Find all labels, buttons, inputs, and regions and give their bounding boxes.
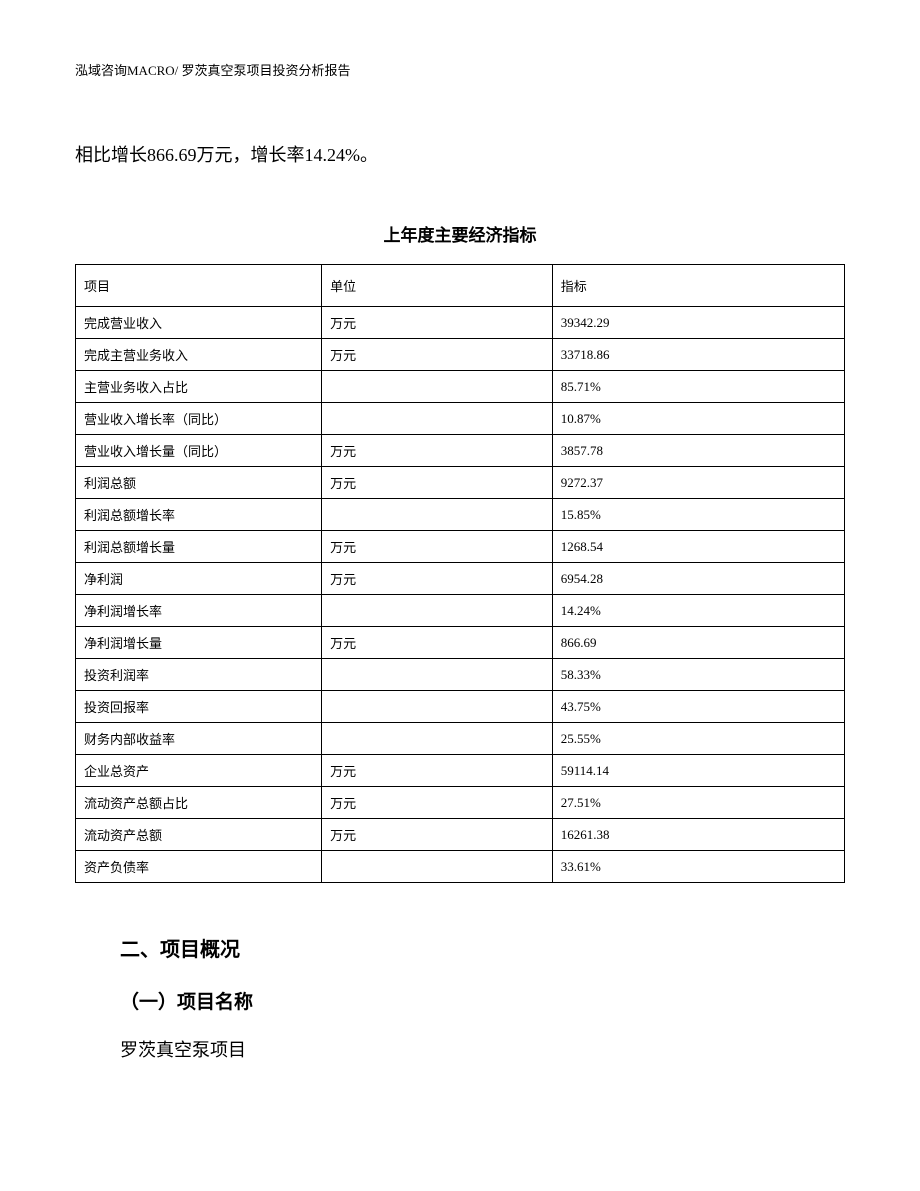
cell-metric: 58.33% bbox=[552, 659, 844, 691]
cell-metric: 866.69 bbox=[552, 627, 844, 659]
table-row: 完成主营业务收入万元33718.86 bbox=[76, 339, 845, 371]
page-header: 泓域咨询MACRO/ 罗茨真空泵项目投资分析报告 bbox=[75, 60, 845, 79]
cell-metric: 39342.29 bbox=[552, 307, 844, 339]
table-row: 利润总额增长率 15.85% bbox=[76, 499, 845, 531]
cell-metric: 25.55% bbox=[552, 723, 844, 755]
cell-item: 资产负债率 bbox=[76, 851, 322, 883]
cell-unit: 万元 bbox=[322, 819, 553, 851]
table-row: 财务内部收益率 25.55% bbox=[76, 723, 845, 755]
cell-item: 净利润增长率 bbox=[76, 595, 322, 627]
cell-unit bbox=[322, 595, 553, 627]
cell-item: 利润总额 bbox=[76, 467, 322, 499]
table-body: 完成营业收入万元39342.29完成主营业务收入万元33718.86主营业务收入… bbox=[76, 307, 845, 883]
table-row: 营业收入增长率（同比） 10.87% bbox=[76, 403, 845, 435]
table-row: 流动资产总额占比万元27.51% bbox=[76, 787, 845, 819]
cell-unit: 万元 bbox=[322, 307, 553, 339]
table-row: 净利润增长率 14.24% bbox=[76, 595, 845, 627]
cell-item: 财务内部收益率 bbox=[76, 723, 322, 755]
header-unit: 单位 bbox=[322, 265, 553, 307]
cell-unit: 万元 bbox=[322, 531, 553, 563]
cell-item: 净利润 bbox=[76, 563, 322, 595]
cell-item: 完成营业收入 bbox=[76, 307, 322, 339]
cell-metric: 27.51% bbox=[552, 787, 844, 819]
sub-heading: （一）项目名称 bbox=[120, 987, 845, 1014]
cell-metric: 10.87% bbox=[552, 403, 844, 435]
cell-unit: 万元 bbox=[322, 627, 553, 659]
cell-metric: 1268.54 bbox=[552, 531, 844, 563]
intro-paragraph: 相比增长866.69万元，增长率14.24%。 bbox=[75, 139, 845, 171]
cell-metric: 85.71% bbox=[552, 371, 844, 403]
economic-indicators-table: 项目 单位 指标 完成营业收入万元39342.29完成主营业务收入万元33718… bbox=[75, 264, 845, 883]
table-row: 企业总资产万元59114.14 bbox=[76, 755, 845, 787]
cell-metric: 16261.38 bbox=[552, 819, 844, 851]
table-row: 完成营业收入万元39342.29 bbox=[76, 307, 845, 339]
cell-item: 完成主营业务收入 bbox=[76, 339, 322, 371]
cell-item: 利润总额增长率 bbox=[76, 499, 322, 531]
cell-unit: 万元 bbox=[322, 435, 553, 467]
table-row: 投资回报率 43.75% bbox=[76, 691, 845, 723]
cell-unit bbox=[322, 499, 553, 531]
cell-item: 流动资产总额占比 bbox=[76, 787, 322, 819]
cell-metric: 3857.78 bbox=[552, 435, 844, 467]
cell-unit bbox=[322, 691, 553, 723]
cell-metric: 43.75% bbox=[552, 691, 844, 723]
table-row: 资产负债率 33.61% bbox=[76, 851, 845, 883]
cell-metric: 33718.86 bbox=[552, 339, 844, 371]
table-row: 营业收入增长量（同比）万元3857.78 bbox=[76, 435, 845, 467]
cell-item: 营业收入增长量（同比） bbox=[76, 435, 322, 467]
cell-item: 流动资产总额 bbox=[76, 819, 322, 851]
section-heading: 二、项目概况 bbox=[120, 933, 845, 962]
cell-unit: 万元 bbox=[322, 755, 553, 787]
cell-metric: 6954.28 bbox=[552, 563, 844, 595]
cell-unit: 万元 bbox=[322, 787, 553, 819]
cell-metric: 9272.37 bbox=[552, 467, 844, 499]
cell-unit bbox=[322, 723, 553, 755]
cell-metric: 14.24% bbox=[552, 595, 844, 627]
table-title: 上年度主要经济指标 bbox=[75, 221, 845, 246]
cell-item: 营业收入增长率（同比） bbox=[76, 403, 322, 435]
cell-unit bbox=[322, 403, 553, 435]
cell-item: 利润总额增长量 bbox=[76, 531, 322, 563]
table-row: 流动资产总额万元16261.38 bbox=[76, 819, 845, 851]
table-row: 利润总额增长量万元1268.54 bbox=[76, 531, 845, 563]
cell-metric: 33.61% bbox=[552, 851, 844, 883]
project-name-text: 罗茨真空泵项目 bbox=[120, 1036, 845, 1062]
table-header-row: 项目 单位 指标 bbox=[76, 265, 845, 307]
cell-unit: 万元 bbox=[322, 339, 553, 371]
cell-unit: 万元 bbox=[322, 563, 553, 595]
table-row: 净利润万元6954.28 bbox=[76, 563, 845, 595]
cell-unit: 万元 bbox=[322, 467, 553, 499]
cell-metric: 59114.14 bbox=[552, 755, 844, 787]
header-metric: 指标 bbox=[552, 265, 844, 307]
table-row: 主营业务收入占比 85.71% bbox=[76, 371, 845, 403]
table-row: 利润总额万元9272.37 bbox=[76, 467, 845, 499]
cell-item: 净利润增长量 bbox=[76, 627, 322, 659]
cell-metric: 15.85% bbox=[552, 499, 844, 531]
cell-item: 投资回报率 bbox=[76, 691, 322, 723]
table-row: 投资利润率 58.33% bbox=[76, 659, 845, 691]
cell-item: 投资利润率 bbox=[76, 659, 322, 691]
cell-unit bbox=[322, 659, 553, 691]
cell-unit bbox=[322, 371, 553, 403]
table-row: 净利润增长量万元866.69 bbox=[76, 627, 845, 659]
cell-unit bbox=[322, 851, 553, 883]
cell-item: 企业总资产 bbox=[76, 755, 322, 787]
header-item: 项目 bbox=[76, 265, 322, 307]
cell-item: 主营业务收入占比 bbox=[76, 371, 322, 403]
